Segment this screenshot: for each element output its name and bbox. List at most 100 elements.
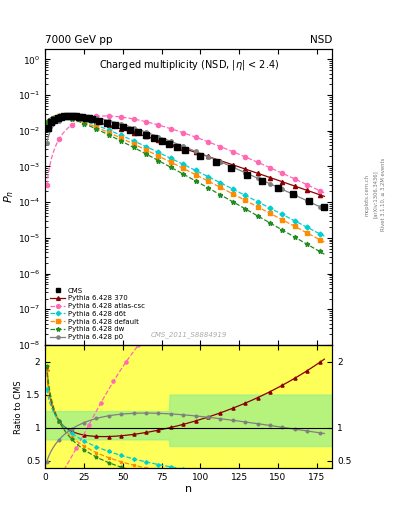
CMS <box>105 120 110 126</box>
CMS <box>83 115 88 121</box>
CMS <box>307 198 311 204</box>
X-axis label: n: n <box>185 484 192 494</box>
Text: Charged multiplicity (NSD, $|\eta|$ < 2.4): Charged multiplicity (NSD, $|\eta|$ < 2.… <box>99 57 279 72</box>
Pythia 6.428 d6t <box>151 147 156 153</box>
Line: Pythia 6.428 default: Pythia 6.428 default <box>45 114 326 244</box>
Text: [arXiv:1306.3436]: [arXiv:1306.3436] <box>373 170 378 219</box>
Text: Rivet 3.1.10, ≥ 3.2M events: Rivet 3.1.10, ≥ 3.2M events <box>381 158 386 231</box>
Pythia 6.428 default <box>55 113 60 119</box>
Pythia 6.428 default <box>79 118 83 124</box>
Pythia 6.428 dw <box>49 114 54 120</box>
CMS <box>61 113 66 119</box>
Pythia 6.428 370 <box>103 121 108 127</box>
Pythia 6.428 p0 <box>75 113 80 119</box>
Pythia 6.428 p0 <box>49 126 54 132</box>
Pythia 6.428 p0 <box>103 117 108 123</box>
Pythia 6.428 p0 <box>314 202 319 208</box>
Pythia 6.428 atlas-csc <box>314 186 319 193</box>
CMS <box>182 146 187 153</box>
CMS <box>322 204 327 210</box>
Pythia 6.428 p0 <box>44 140 49 146</box>
CMS <box>128 127 133 133</box>
Pythia 6.428 atlas-csc <box>292 176 297 182</box>
CMS <box>198 153 203 159</box>
Y-axis label: Ratio to CMS: Ratio to CMS <box>14 380 23 434</box>
Pythia 6.428 dw <box>151 155 156 161</box>
Pythia 6.428 atlas-csc <box>151 121 156 127</box>
CMS <box>275 184 280 190</box>
Pythia 6.428 dw <box>103 131 108 137</box>
Pythia 6.428 atlas-csc <box>322 190 327 196</box>
Pythia 6.428 370 <box>58 113 63 119</box>
Pythia 6.428 p0 <box>79 113 83 119</box>
Line: Pythia 6.428 370: Pythia 6.428 370 <box>45 114 327 199</box>
Line: Pythia 6.428 atlas-csc: Pythia 6.428 atlas-csc <box>45 114 327 195</box>
CMS <box>55 115 60 121</box>
Pythia 6.428 dw <box>322 251 327 257</box>
CMS <box>71 113 75 119</box>
CMS <box>136 130 141 136</box>
Pythia 6.428 atlas-csc <box>103 113 108 119</box>
Text: CMS_2011_S8884919: CMS_2011_S8884919 <box>151 331 227 337</box>
Pythia 6.428 370 <box>314 190 319 197</box>
CMS <box>74 113 79 119</box>
Pythia 6.428 370 <box>49 115 54 121</box>
CMS <box>58 114 63 120</box>
Pythia 6.428 dw <box>79 119 83 125</box>
CMS <box>260 178 264 184</box>
Pythia 6.428 p0 <box>151 132 156 138</box>
Pythia 6.428 atlas-csc <box>102 113 107 119</box>
Line: CMS: CMS <box>46 113 327 210</box>
Pythia 6.428 p0 <box>322 206 327 212</box>
Pythia 6.428 d6t <box>322 233 327 239</box>
Pythia 6.428 d6t <box>314 229 319 235</box>
Pythia 6.428 370 <box>292 183 297 189</box>
CMS <box>46 124 51 131</box>
CMS <box>151 135 156 141</box>
CMS <box>52 117 57 123</box>
CMS <box>49 119 54 125</box>
Pythia 6.428 d6t <box>49 115 54 121</box>
Pythia 6.428 d6t <box>79 117 83 123</box>
Pythia 6.428 d6t <box>44 122 49 128</box>
Line: Pythia 6.428 dw: Pythia 6.428 dw <box>44 114 327 257</box>
CMS <box>244 172 249 178</box>
Pythia 6.428 default <box>151 151 156 157</box>
Pythia 6.428 atlas-csc <box>77 118 82 124</box>
CMS <box>77 114 82 120</box>
Text: NSD: NSD <box>310 35 332 45</box>
CMS <box>167 141 172 147</box>
Pythia 6.428 d6t <box>103 126 108 132</box>
Pythia 6.428 default <box>103 128 108 134</box>
Pythia 6.428 dw <box>292 234 297 240</box>
Text: mcplots.cern.ch: mcplots.cern.ch <box>365 174 370 216</box>
Pythia 6.428 dw <box>55 113 60 119</box>
Line: Pythia 6.428 p0: Pythia 6.428 p0 <box>45 114 326 210</box>
CMS <box>291 191 296 197</box>
CMS <box>64 113 69 119</box>
Line: Pythia 6.428 d6t: Pythia 6.428 d6t <box>45 114 326 238</box>
Pythia 6.428 default <box>322 239 327 245</box>
Text: 7000 GeV pp: 7000 GeV pp <box>45 35 113 45</box>
CMS <box>174 143 179 150</box>
CMS <box>113 122 118 128</box>
CMS <box>68 113 72 119</box>
Pythia 6.428 dw <box>314 247 319 253</box>
CMS <box>213 159 218 165</box>
CMS <box>89 116 94 122</box>
Pythia 6.428 default <box>49 114 54 120</box>
Pythia 6.428 370 <box>151 136 156 142</box>
Pythia 6.428 default <box>314 235 319 241</box>
Pythia 6.428 370 <box>44 119 49 125</box>
Pythia 6.428 370 <box>322 193 327 199</box>
CMS <box>80 114 85 120</box>
Pythia 6.428 370 <box>79 116 83 122</box>
Pythia 6.428 default <box>44 119 49 125</box>
Legend: CMS, Pythia 6.428 370, Pythia 6.428 atlas-csc, Pythia 6.428 d6t, Pythia 6.428 de: CMS, Pythia 6.428 370, Pythia 6.428 atla… <box>47 285 148 343</box>
Pythia 6.428 default <box>292 223 297 229</box>
Y-axis label: $P_n$: $P_n$ <box>3 190 17 203</box>
Pythia 6.428 d6t <box>58 113 63 119</box>
CMS <box>120 124 125 131</box>
CMS <box>97 118 102 124</box>
Pythia 6.428 d6t <box>292 218 297 224</box>
